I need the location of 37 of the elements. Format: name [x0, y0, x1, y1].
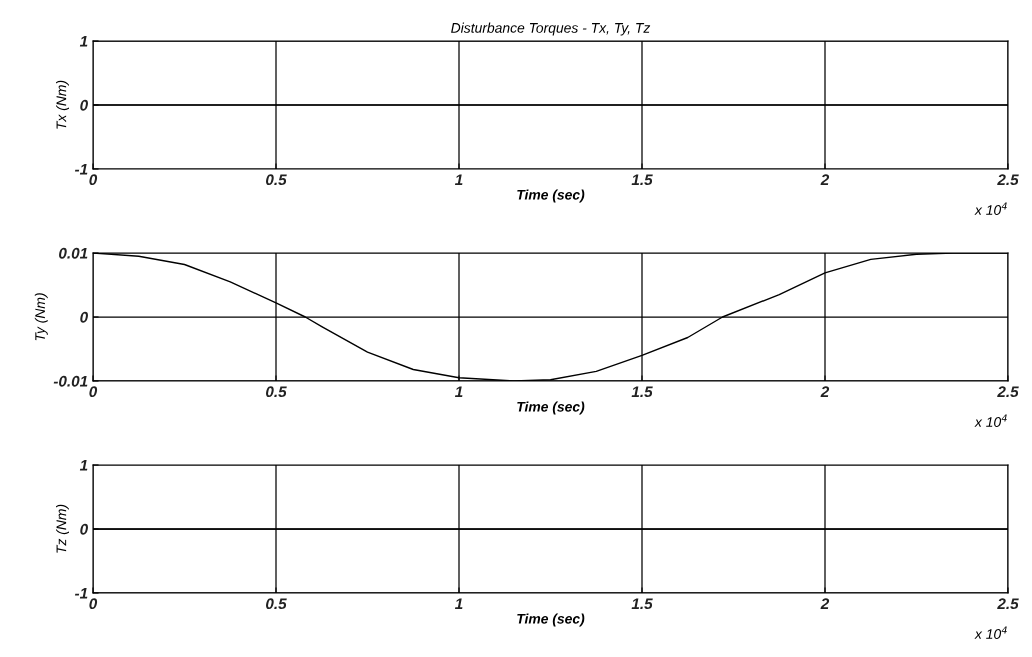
x-tick-label: 2	[820, 174, 830, 185]
x-axis-title: Time (sec)	[517, 613, 585, 627]
y-tick-label: 0	[80, 523, 88, 535]
y-axis-title: Ty (Nm)	[34, 293, 48, 341]
y-tick-label: -0.01	[53, 375, 88, 387]
x-tick-label: 2.5	[997, 598, 1019, 610]
x-tick-label: 0.5	[266, 174, 287, 186]
x-tick-label: 1	[455, 174, 463, 185]
x-tick-label: 1.5	[631, 386, 653, 398]
x-tick-label: 0.5	[266, 598, 287, 610]
text: x 10$^{4}$	[974, 414, 1007, 427]
x-tick-label: 2	[820, 386, 830, 397]
x-axis-title: Time (sec)	[517, 189, 585, 203]
y-tick-label: 1	[79, 460, 88, 471]
y-axis-title: Tz (Nm)	[56, 504, 69, 553]
x-tick-label: 0.5	[266, 386, 287, 398]
y-tick-label: 1	[79, 36, 88, 47]
y-tick-label: 0.01	[59, 247, 88, 259]
x-tick-label: 1.5	[631, 174, 653, 186]
x-tick-label: 1	[455, 598, 463, 609]
chart-title: Disturbance Torques - Tx, Ty, Tz	[451, 22, 651, 36]
x-tick-label: 1.5	[631, 598, 653, 610]
x-tick-label: 2.5	[997, 174, 1019, 186]
y-tick-label: 0	[80, 99, 88, 111]
text: x 10$^{4}$	[974, 626, 1007, 639]
x-axis-title: Time (sec)	[517, 401, 585, 415]
x-tick-label: 0	[89, 386, 98, 398]
x-tick-label: 0	[89, 598, 98, 610]
y-tick-label: -1	[74, 164, 88, 175]
x-tick-label: 2.5	[997, 386, 1019, 398]
y-tick-label: 0	[80, 311, 88, 323]
x-tick-label: 2	[820, 598, 830, 609]
x-tick-label: 1	[455, 386, 463, 397]
x-tick-label: 0	[89, 174, 98, 186]
y-tick-label: -1	[74, 588, 88, 599]
y-axis-title: Tx (Nm)	[56, 80, 69, 129]
text: x 10$^{4}$	[974, 202, 1007, 215]
